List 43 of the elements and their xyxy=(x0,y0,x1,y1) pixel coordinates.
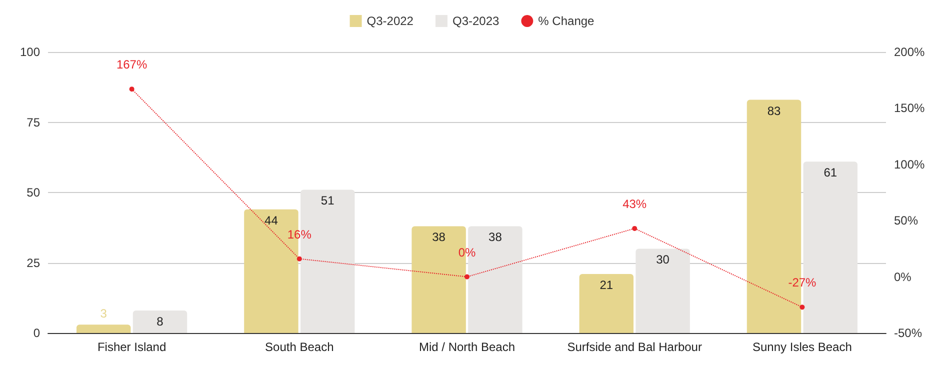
point xyxy=(800,304,805,310)
x-tick-label: Mid / North Beach xyxy=(418,340,516,354)
y2-tick-label: 100% xyxy=(894,157,926,172)
data-label: 3 xyxy=(100,306,108,321)
data-label: 30 xyxy=(656,252,670,267)
data-label: 44 xyxy=(264,213,278,228)
data-label: 83 xyxy=(767,104,781,118)
legend-label: Q3-2023 xyxy=(452,14,500,28)
y-tick-label: 75 xyxy=(26,115,40,130)
x-tick-label: South Beach xyxy=(265,340,334,354)
data-label: 167% xyxy=(116,58,148,72)
data-label: 16% xyxy=(287,227,312,242)
y2-tick-label: 0% xyxy=(894,270,912,284)
point xyxy=(296,256,302,262)
data-label: 43% xyxy=(622,196,647,211)
data-label: 38 xyxy=(488,230,502,244)
data-label: -27% xyxy=(788,276,817,290)
y2-tick-label: 150% xyxy=(894,101,926,116)
point xyxy=(632,226,638,231)
data-label: 0% xyxy=(458,245,476,260)
point xyxy=(129,86,134,92)
data-label: 8 xyxy=(156,314,164,329)
bar xyxy=(76,324,131,333)
data-label: 21 xyxy=(600,278,614,292)
y-tick-label: 0 xyxy=(33,326,40,340)
data-label: 61 xyxy=(824,166,838,180)
y-tick-label: 50 xyxy=(26,186,40,200)
y2-tick-label: 50% xyxy=(894,214,918,228)
y-tick-label: 25 xyxy=(26,256,40,270)
x-tick-label: Fisher Island xyxy=(97,340,166,354)
bar xyxy=(132,310,188,333)
y-tick-label: 100 xyxy=(20,45,40,59)
x-tick-label: Surfside and Bal Harbour xyxy=(567,340,702,354)
bar xyxy=(579,274,634,333)
data-label: 38 xyxy=(432,230,446,244)
legend-label: Q3-2022 xyxy=(366,14,414,28)
point xyxy=(464,274,470,280)
data-label: 51 xyxy=(320,194,335,208)
x-tick-label: Sunny Isles Beach xyxy=(752,340,852,354)
bar xyxy=(636,248,690,333)
y2-tick-label: 200% xyxy=(894,45,926,59)
y2-tick-label: -50% xyxy=(894,326,922,340)
legend-label: % Change xyxy=(538,14,595,28)
